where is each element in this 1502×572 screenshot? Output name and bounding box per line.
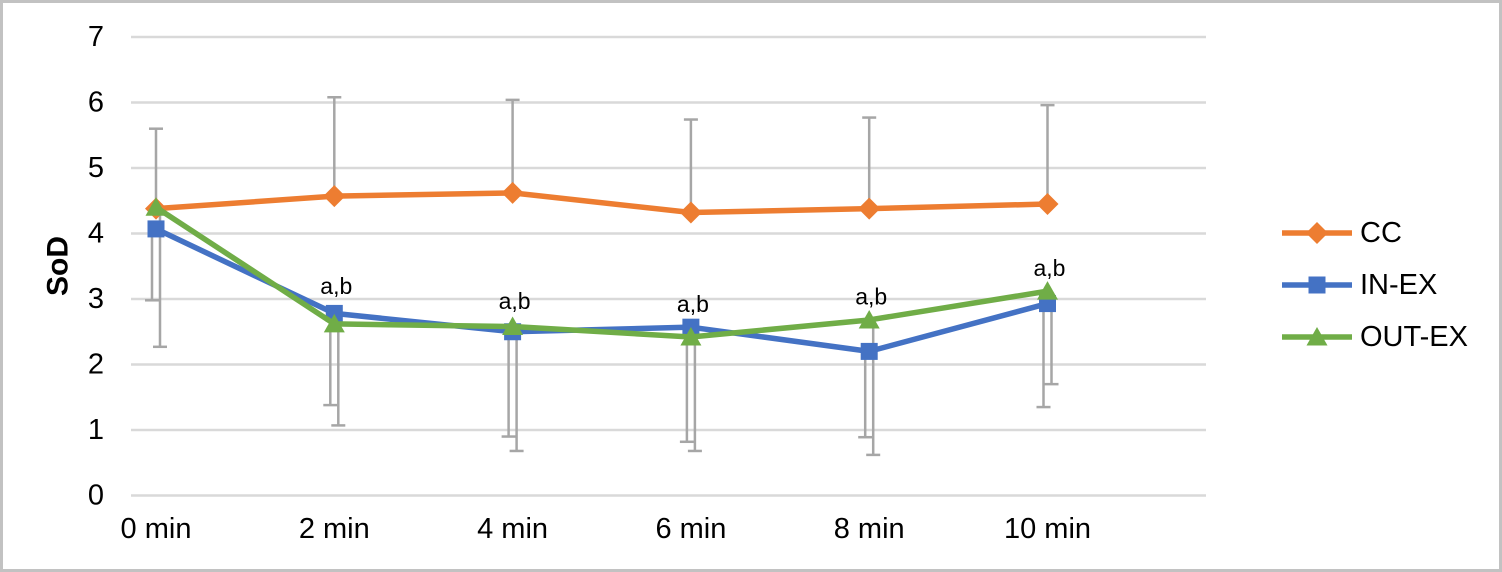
legend-label: OUT-EX [1360,321,1468,353]
y-tick-label: 1 [88,414,104,446]
y-tick-label: 3 [88,283,104,315]
legend-label: IN-EX [1360,269,1437,301]
line-chart: a,b a,b a,b a,b a,b SoD 0 1 2 3 4 5 6 7 0 min 2 min 4 … [42,21,1468,545]
x-category-label: 8 min [834,513,905,545]
legend-entry-in-ex: IN-EX [1282,269,1437,301]
marker-out-ex-triangle [502,316,524,336]
x-category-label: 6 min [655,513,726,545]
axis-labels: SoD 0 1 2 3 4 5 6 7 0 min 2 min 4 min 6 min 8 min 10 … [42,21,1092,545]
x-category-label: 10 min [1004,513,1091,545]
legend-label: CC [1360,217,1402,249]
legend: CC IN-EX OUT-EX [1282,217,1468,353]
y-tick-label: 5 [88,152,104,184]
marker-in-ex-square [147,220,165,238]
marker-cc-diamond [501,181,524,204]
y-axis-title: SoD [42,236,75,296]
marker-cc-diamond [1036,193,1059,216]
annotation-label: a,b [499,288,531,314]
x-category-label: 2 min [299,513,370,545]
marker-out-ex-triangle [1037,281,1058,300]
y-tick-label: 4 [88,218,104,250]
series-line-cc [155,190,1048,216]
marker-cc-diamond [679,201,702,224]
marker-cc-diamond [858,197,881,220]
annotation-label: a,b [677,291,709,317]
x-category-label: 4 min [477,513,548,545]
legend-marker-triangle [1306,327,1328,346]
annotation-label: a,b [855,283,887,309]
legend-entry-out-ex: OUT-EX [1282,321,1468,353]
significance-annotations: a,b a,b a,b a,b a,b [320,255,1065,317]
marker-out-ex-triangle [858,309,880,329]
legend-marker-diamond [1306,222,1328,244]
annotation-label: a,b [1034,255,1066,281]
legend-entry-cc: CC [1282,217,1402,249]
series-line-out-ex [154,204,1048,340]
marker-in-ex-square [860,342,878,360]
y-tick-label: 0 [88,480,104,512]
marker-out-ex-triangle [145,197,167,216]
data-series [145,181,1059,360]
legend-marker-square [1308,276,1326,294]
marker-out-ex-triangle [680,326,702,346]
x-category-label: 0 min [121,513,192,545]
y-tick-label: 7 [88,21,104,53]
marker-in-ex-square [325,304,343,322]
annotation-label: a,b [320,273,352,299]
marker-out-ex-triangle [323,313,345,333]
y-tick-label: 2 [88,349,104,381]
y-tick-label: 6 [88,87,104,119]
marker-cc-diamond [323,185,346,208]
error-bars [145,96,1059,457]
